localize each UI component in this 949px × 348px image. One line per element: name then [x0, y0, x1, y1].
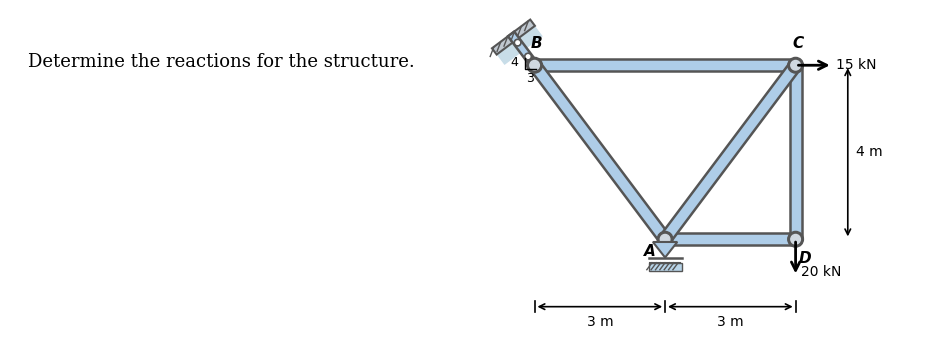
Circle shape [527, 57, 543, 73]
Text: C: C [792, 36, 804, 51]
Polygon shape [530, 62, 670, 243]
Text: 3 m: 3 m [717, 315, 744, 329]
Text: A: A [644, 244, 656, 259]
Text: 15 kN: 15 kN [836, 58, 877, 72]
Circle shape [514, 39, 521, 46]
Text: Determine the reactions for the structure.: Determine the reactions for the structur… [28, 53, 416, 71]
Circle shape [791, 235, 800, 244]
Circle shape [527, 55, 530, 58]
Circle shape [791, 61, 800, 70]
Circle shape [788, 57, 804, 73]
Circle shape [788, 231, 804, 247]
Text: 4 m: 4 m [856, 145, 883, 159]
Polygon shape [790, 65, 802, 239]
Polygon shape [661, 62, 800, 243]
Text: B: B [530, 36, 543, 51]
Circle shape [658, 231, 673, 247]
Circle shape [516, 41, 519, 45]
Text: 3: 3 [527, 72, 534, 85]
Polygon shape [508, 32, 538, 68]
Polygon shape [492, 19, 535, 55]
Polygon shape [665, 233, 795, 245]
Text: 20 kN: 20 kN [801, 265, 841, 279]
Text: 4: 4 [511, 56, 518, 69]
Circle shape [661, 235, 670, 244]
Polygon shape [653, 242, 678, 258]
Polygon shape [648, 263, 681, 271]
Text: 3 m: 3 m [586, 315, 613, 329]
Text: D: D [799, 251, 811, 267]
Circle shape [530, 61, 539, 70]
Polygon shape [534, 59, 795, 71]
Circle shape [525, 53, 531, 60]
Polygon shape [492, 19, 543, 65]
